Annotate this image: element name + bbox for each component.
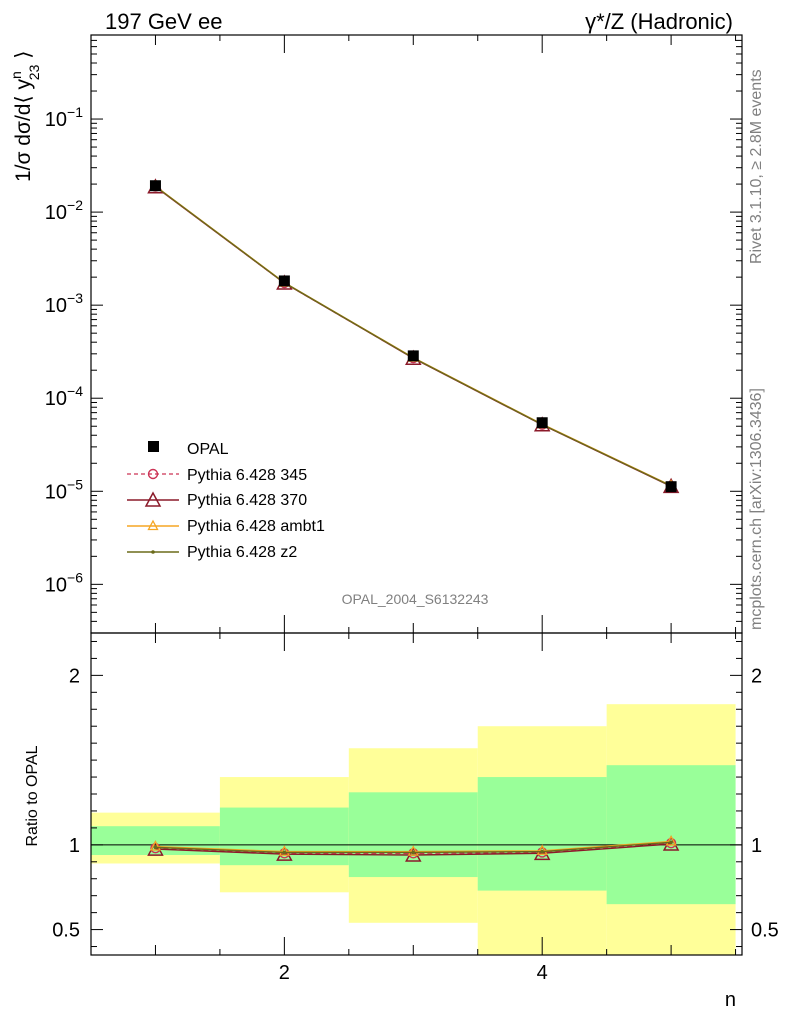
legend-label-345: Pythia 6.428 345 [187,467,307,484]
ratio-panel: 2 2 1 1 0.5 0.5 2 4 [52,632,779,984]
ratio-y-tick-label-left: 2 [69,665,80,687]
ratio-point-pythia_z2 [540,849,544,854]
tick-exponent: −6 [67,569,83,585]
ratio-y-tick-label-left: 0.5 [52,920,80,942]
tick-mantissa: 10 [45,388,67,410]
tick-mantissa: 10 [45,574,67,596]
opal-data-point [278,275,290,287]
inner-uncertainty-band [348,792,478,878]
legend-marker-345 [147,468,159,480]
main-y-tick-label: 10−2 [45,197,83,224]
opal-data-point [536,417,548,429]
ratio-point-pythia_ambt1 [149,840,162,851]
ratio-point-pythia_z2 [282,850,287,855]
tick-exponent: −5 [67,476,83,492]
ratio-series-layer [147,835,680,862]
series-line-pythia_ambt1 [155,185,672,487]
main-y-axis-label: 1/σ dσ/d⟨ yn 23 ⟩ [8,51,42,182]
legend-label-ambt1: Pythia 6.428 ambt1 [187,518,325,535]
legend-label-370: Pythia 6.428 370 [187,492,307,509]
legend-marker-ambt1 [147,519,159,531]
legend-marker-z2 [151,550,155,554]
x-tick-label: 4 [537,962,548,984]
tick-exponent: −2 [67,197,83,213]
tick-mantissa: 10 [45,295,67,317]
data-points-layer [149,180,677,493]
ratio-plot-frame [90,632,743,956]
tick-mantissa: 10 [45,202,67,224]
energy-title: 197 GeV ee [105,9,222,34]
legend-label-opal: OPAL [187,441,229,458]
tick-exponent: −3 [67,290,83,306]
main-y-tick-label: 10−5 [45,476,83,503]
ratio-point-pythia_ambt1 [665,835,677,846]
main-y-tick-label: 10−6 [45,569,83,596]
ratio-axis-ticks: 2 2 1 1 0.5 0.5 2 4 [52,633,779,984]
series-line-pythia_345 [155,186,672,487]
mcplots-credit-label: mcplots.cern.ch [arXiv:1306.3436] [748,388,765,630]
main-y-tick-label: 10−3 [45,290,83,317]
rivet-version-label: Rivet 3.1.10, ≥ 2.8M events [748,69,765,264]
main-panel: 10−110−210−310−410−510−6 [45,34,743,634]
legend-marker-opal [148,441,159,452]
legend-label-z2: Pythia 6.428 z2 [187,544,297,561]
legend: OPAL Pythia 6.428 345 Pythia 6.428 370 P… [127,441,325,561]
series-line-pythia_z2 [155,185,672,487]
uncertainty-bands [91,704,736,955]
inner-uncertainty-band [606,765,736,905]
tick-mantissa: 10 [45,481,67,503]
ratio-y-tick-label-right: 2 [751,665,762,687]
ratio-point-pythia_ambt1 [278,845,290,856]
ratio-point-pythia_z2 [153,845,158,850]
main-y-tick-label: 10−4 [45,383,83,410]
main-y-tick-label: 10−1 [45,104,83,131]
x-axis-label: n [725,989,736,1011]
process-title: γ*/Z (Hadronic) [585,9,733,34]
opal-data-point [665,481,677,493]
analysis-id-label: OPAL_2004_S6132243 [342,591,489,607]
ratio-point-pythia_z2 [669,840,673,845]
tick-mantissa: 10 [45,109,67,131]
x-tick-label: 2 [279,962,290,984]
ratio-point-pythia_ambt1 [407,845,419,856]
ratio-y-tick-label-right: 0.5 [751,920,779,942]
tick-exponent: −1 [67,104,83,120]
main-axis-ticks: 10−110−210−310−410−510−6 [45,34,742,634]
series-line-pythia_370 [155,186,672,487]
opal-data-point [407,350,419,362]
opal-data-point [149,180,161,192]
inner-uncertainty-band [219,807,349,866]
tick-exponent: −4 [67,383,83,399]
inner-uncertainty-band [477,777,607,891]
ratio-point-pythia_ambt1 [536,844,548,855]
ratio-point-pythia_z2 [411,850,416,855]
ratio-y-axis-label: Ratio to OPAL [24,745,41,846]
legend-marker-370 [144,491,162,507]
ratio-y-tick-label-left: 1 [69,835,80,857]
ratio-y-tick-label-right: 1 [751,835,762,857]
